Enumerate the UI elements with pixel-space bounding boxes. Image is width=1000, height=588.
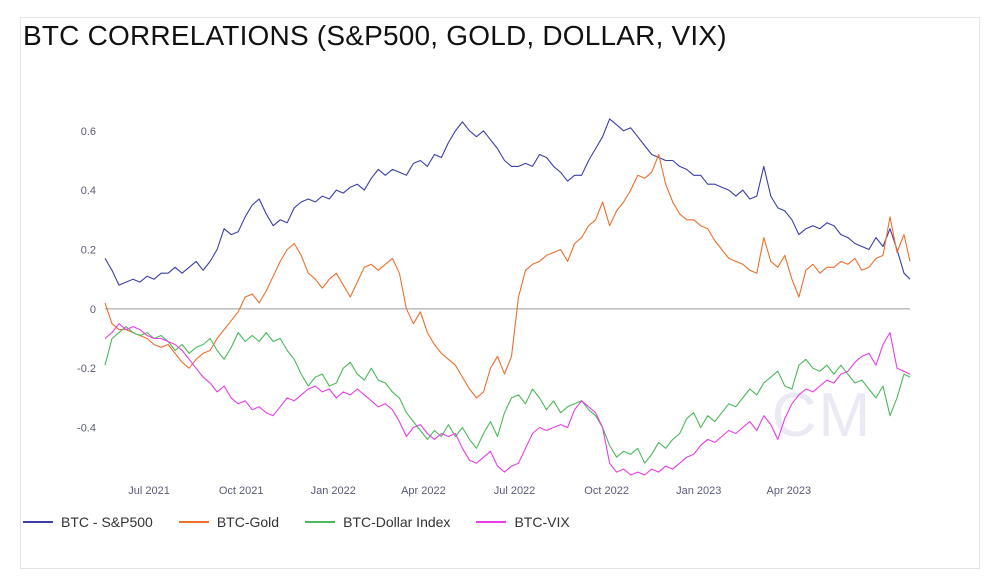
x-tick-label: Oct 2022 xyxy=(584,485,629,497)
y-tick-label: 0.2 xyxy=(81,244,96,256)
legend-swatch xyxy=(476,521,507,523)
legend-label: BTC-Dollar Index xyxy=(343,514,451,530)
x-tick-label: Jul 2022 xyxy=(494,485,536,497)
x-tick-label: Apr 2023 xyxy=(767,485,812,497)
legend-swatch xyxy=(305,521,336,523)
y-tick-label: -0.4 xyxy=(77,423,96,435)
x-tick-label: Jan 2023 xyxy=(676,485,721,497)
watermark-logo: CM xyxy=(772,381,872,450)
y-tick-label: 0.4 xyxy=(81,185,96,197)
legend-item[interactable]: BTC - S&P500 xyxy=(23,514,153,530)
legend-item[interactable]: BTC-VIX xyxy=(476,514,570,530)
chart-legend: BTC - S&P500 BTC-Gold BTC-Dollar Index BTC-… xyxy=(23,514,596,530)
y-tick-label: -0.2 xyxy=(77,363,96,375)
y-tick-label: 0.6 xyxy=(81,126,96,138)
x-tick-label: Oct 2021 xyxy=(219,485,264,497)
legend-label: BTC - S&P500 xyxy=(61,514,153,530)
chart-title: BTC CORRELATIONS (S&P500, GOLD, DOLLAR, … xyxy=(23,20,727,51)
x-tick-label: Jan 2022 xyxy=(311,485,356,497)
series-line-btc-vix xyxy=(104,323,911,476)
x-tick-label: Apr 2022 xyxy=(401,485,446,497)
legend-swatch xyxy=(178,521,209,523)
series-line-btc-gold xyxy=(104,153,911,399)
x-tick-label: Jul 2021 xyxy=(128,485,170,497)
y-tick-label: 0 xyxy=(90,304,96,316)
series-line-btc-s-p500 xyxy=(104,118,911,286)
legend-item[interactable]: BTC-Gold xyxy=(178,514,280,530)
legend-label: BTC-Gold xyxy=(216,514,280,530)
legend-swatch xyxy=(23,521,53,523)
series-line-btc-dollar-index xyxy=(104,326,911,464)
chart-card xyxy=(20,17,980,569)
legend-label: BTC-VIX xyxy=(514,514,570,530)
legend-item[interactable]: BTC-Dollar Index xyxy=(305,514,450,530)
line-chart: CM 0.6 0.4 0.2 0 -0.2 -0.4 Jul 2021 Oct 2021 Jan … xyxy=(77,118,911,497)
